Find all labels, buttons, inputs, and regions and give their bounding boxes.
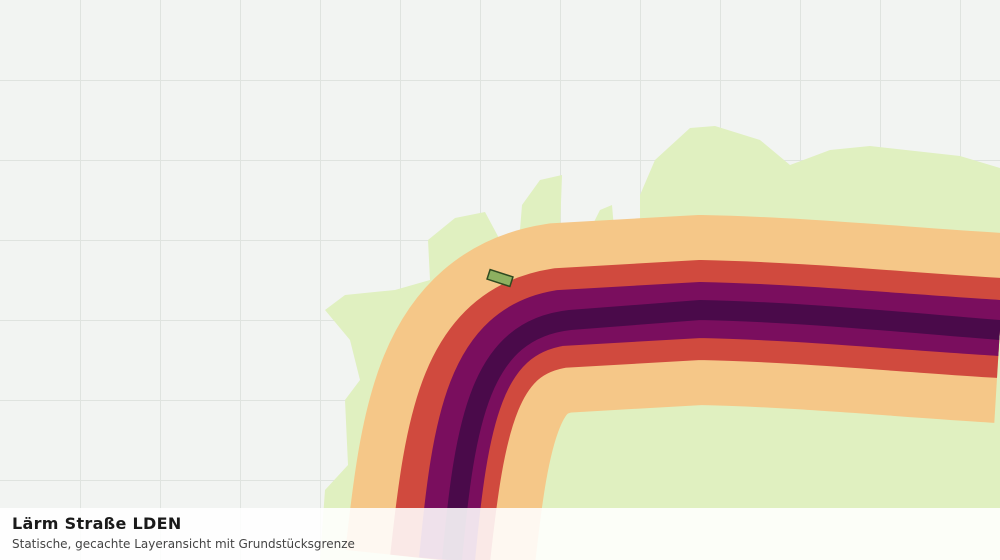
parcel-boundary xyxy=(486,268,514,288)
caption-panel: Lärm Straße LDEN Statische, gecachte Lay… xyxy=(0,508,1000,560)
layer-title: Lärm Straße LDEN xyxy=(12,514,182,533)
noise-corridor-dark xyxy=(442,299,1000,560)
layer-subtitle: Statische, gecachte Layeransicht mit Gru… xyxy=(12,537,355,551)
